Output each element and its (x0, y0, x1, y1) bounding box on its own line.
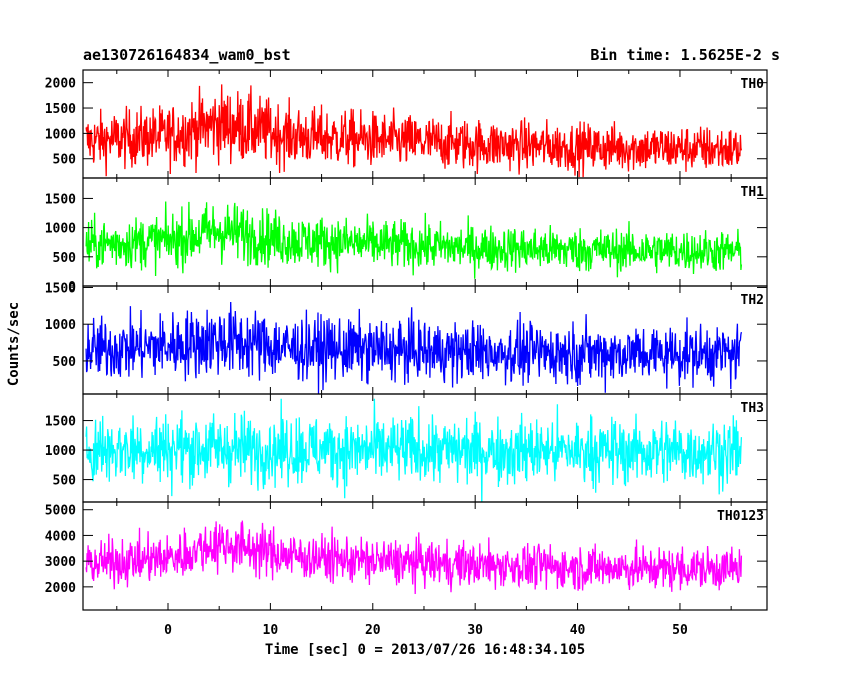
y-tick-label: 500 (53, 474, 77, 489)
x-tick-label: 50 (672, 623, 688, 638)
y-tick-label: 2000 (45, 581, 76, 596)
panel-label-th1: TH1 (741, 185, 765, 200)
series-th1 (85, 201, 743, 279)
y-tick-label: 1000 (45, 318, 76, 333)
panel-frame (82, 501, 768, 611)
y-tick-label: 500 (53, 251, 77, 266)
y-tick-label: 4000 (45, 529, 76, 544)
series-th2 (85, 301, 743, 394)
panel-th0123: 2000 3000 4000 5000 TH0123 (45, 501, 768, 611)
chart-title: ae130726164834_wam0_bst (83, 46, 291, 64)
x-tick-label: 40 (570, 623, 586, 638)
panel-th2: 500 1000 1500 TH2 (45, 281, 768, 395)
y-tick-label: 3000 (45, 555, 76, 570)
y-tick-label: 1500 (45, 102, 76, 117)
x-tick-label: 20 (365, 623, 381, 638)
panel-th3: 500 1000 1500 TH3 (45, 393, 768, 503)
panel-th1: 0 500 1000 1500 TH1 (45, 177, 768, 295)
y-tick-label: 5000 (45, 504, 76, 519)
panel-label-th0123: TH0123 (717, 509, 764, 524)
y-axis-label: Counts/sec (6, 302, 22, 386)
y-tick-label: 1000 (45, 127, 76, 142)
panel-th0: 500 1000 1500 2000 TH0 (45, 69, 768, 179)
series-th0123 (85, 520, 743, 595)
x-tick-label: 30 (467, 623, 483, 638)
panel-label-th2: TH2 (741, 293, 764, 308)
x-axis-label: Time [sec] 0 = 2013/07/26 16:48:34.105 (265, 642, 585, 658)
panel-label-th0: TH0 (741, 77, 765, 92)
y-tick-label: 2000 (45, 77, 76, 92)
y-tick-label: 1500 (45, 415, 76, 430)
y-tick-label: 500 (53, 153, 77, 168)
y-tick-label: 500 (53, 355, 77, 370)
y-tick-label: 1000 (45, 444, 76, 459)
x-tick-label: 10 (263, 623, 279, 638)
y-tick-label: 1000 (45, 222, 76, 237)
series-th0 (85, 84, 743, 178)
x-tick-label: 0 (164, 623, 172, 638)
chart-subtitle: Bin time: 1.5625E-2 s (590, 46, 780, 64)
y-tick-label: 1500 (45, 281, 76, 296)
y-tick-label: 0 (68, 280, 76, 295)
series-th3 (85, 398, 743, 502)
x-axis: 0 10 20 30 40 50 (164, 623, 688, 638)
panel-label-th3: TH3 (741, 401, 764, 416)
y-tick-label: 1500 (45, 192, 76, 207)
panels-group: 500 1000 1500 2000 TH0 0 500 1000 1500 TH1 500 1000… (45, 69, 768, 611)
